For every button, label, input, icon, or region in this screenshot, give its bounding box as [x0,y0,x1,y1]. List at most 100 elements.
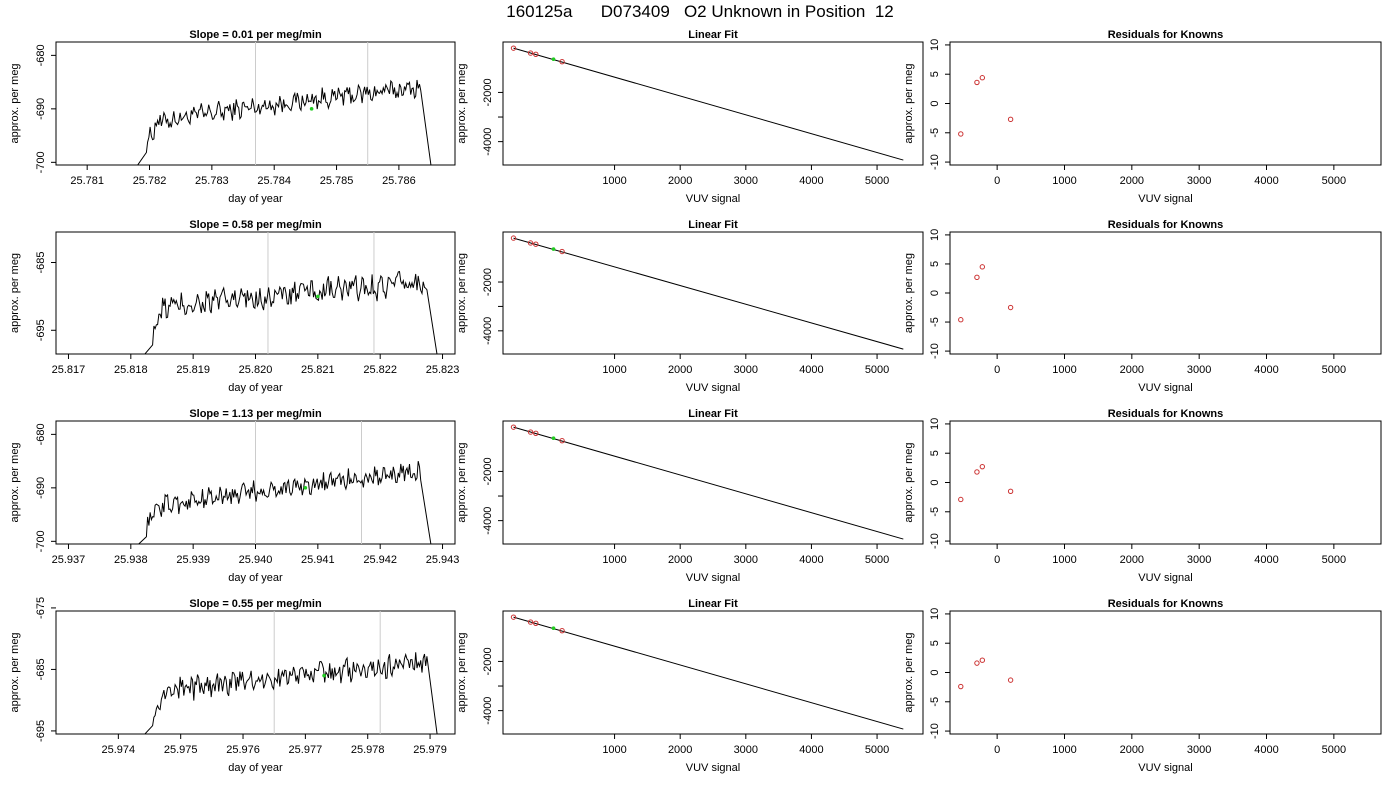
panel-3-1: Linear Fit 1000 2000 3000 4000 5000 -4000 -2000… [456,598,924,774]
y-tick-label: -685 [35,658,47,680]
plot-frame [502,231,924,355]
known-point [974,469,980,475]
x-tick-label: 4000 [799,364,823,376]
panel-title: Residuals for Knowns [1108,408,1224,420]
y-axis-label: approx. per meg [456,63,468,143]
plot-frame [949,420,1382,545]
known-point [974,660,980,666]
known-point [510,235,517,241]
known-point [958,317,964,323]
y-tick-label: 5 [929,261,941,267]
known-point [1007,677,1014,683]
x-tick-label: 3000 [1187,175,1211,187]
y-tick-label: -680 [35,44,47,66]
plot-area [137,42,432,165]
x-tick-label: 5000 [865,175,889,187]
panel-0-1: Linear Fit 1000 2000 3000 4000 5000 -4000 -2000… [456,29,924,205]
x-tick-label: 1000 [1052,744,1076,756]
x-tick-label: 0 [994,175,1000,187]
plot-area [510,424,904,540]
x-tick-label: 5000 [1322,175,1346,187]
fit-line [513,237,904,350]
y-tick-label: -700 [35,530,47,552]
y-tick-label: -5 [929,697,941,707]
page-title: 160125a D073409 O2 Unknown in Position 1… [506,2,894,21]
x-tick-label: 3000 [1187,364,1211,376]
panel-title: Residuals for Knowns [1108,598,1224,610]
panel-title: Slope = 0.58 per meg/min [189,219,322,231]
y-tick-label: -700 [35,151,47,173]
x-tick-label: 4000 [1254,554,1278,566]
x-tick-label: 5000 [1322,364,1346,376]
panel-3-2: Residuals for Knowns 0 1000 2000 3000 4000 500… [903,598,1382,774]
x-tick-label: 5000 [1322,744,1346,756]
panel-1-0: Slope = 0.58 per meg/min 25.817 25.818 25.8… [9,219,459,394]
known-point [974,79,980,86]
known-point [510,45,517,51]
x-axis-label: VUV signal [686,193,740,205]
x-tick-label: 1000 [1052,175,1076,187]
x-tick-label: 2000 [668,554,692,566]
y-axis-label: approx. per meg [456,442,468,522]
known-point [979,463,986,470]
y-tick-label: -2000 [482,457,494,485]
x-tick-label: 2000 [1120,554,1144,566]
x-tick-label: 25.783 [195,175,229,187]
y-tick-label: -690 [35,477,47,499]
x-tick-label: 1000 [602,364,626,376]
plot-area [510,45,904,161]
x-tick-label: 2000 [668,744,692,756]
y-tick-label: -10 [929,723,941,739]
y-tick-label: -680 [35,423,47,445]
x-tick-label: 5000 [1322,554,1346,566]
y-tick-label: -690 [35,98,47,120]
known-point [1007,116,1014,123]
x-tick-label: 25.823 [426,364,460,376]
x-tick-label: 25.940 [239,554,273,566]
known-point [979,657,986,663]
x-tick-label: 1000 [602,175,626,187]
y-tick-label: 10 [929,229,941,241]
y-tick-label: 10 [929,39,941,51]
y-tick-label: 0 [929,669,941,675]
x-tick-label: 0 [994,554,1000,566]
known-point [527,50,534,56]
unknown-marker [316,294,320,299]
known-point [559,58,565,65]
x-tick-label: 3000 [734,364,758,376]
panel-title: Slope = 0.55 per meg/min [189,598,322,610]
x-tick-label: 25.781 [70,175,104,187]
plot-area [958,657,1014,690]
y-tick-label: 5 [929,450,941,456]
known-point [527,619,534,625]
data-trace [144,270,438,354]
unknown-marker [309,107,314,111]
unknown-point [551,626,556,631]
y-tick-label: -10 [929,154,941,170]
known-point [1007,304,1014,311]
panel-1-1: Linear Fit 1000 2000 3000 4000 5000 -4000 -2000… [456,219,924,394]
known-point [958,496,964,503]
x-tick-label: 25.822 [363,364,397,376]
plot-frame [949,610,1382,735]
y-axis-label: approx. per meg [456,632,468,712]
x-tick-label: 25.782 [133,175,167,187]
x-tick-label: 4000 [1254,175,1278,187]
y-tick-label: -5 [929,128,941,138]
panel-title: Linear Fit [688,408,738,420]
plot-area [144,232,438,354]
y-tick-label: 0 [929,479,941,485]
plot-area [510,614,904,730]
y-axis-label: approx. per meg [9,442,21,522]
data-trace [144,652,438,734]
plot-frame [502,41,924,166]
y-tick-label: -10 [929,343,941,359]
x-tick-label: 4000 [1254,744,1278,756]
x-axis-label: VUV signal [1138,382,1192,394]
plot-area [510,235,904,350]
y-axis-label: approx. per meg [903,253,915,333]
x-axis-label: day of year [228,572,283,584]
panel-title: Residuals for Knowns [1108,219,1224,231]
y-tick-label: 10 [929,418,941,430]
